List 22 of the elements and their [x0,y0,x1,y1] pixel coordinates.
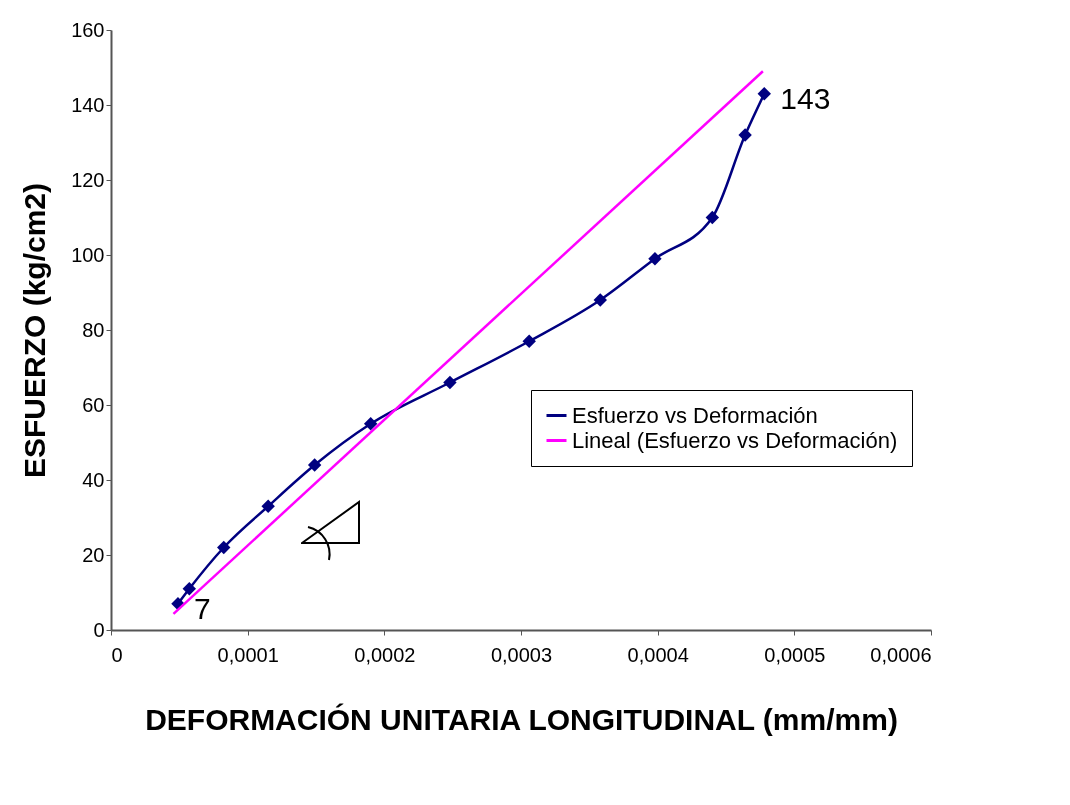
y-axis-title: ESFUERZO (kg/cm2) [18,182,52,479]
legend-label: Esfuerzo vs Deformación [572,402,818,428]
data-label: 7 [193,591,211,625]
y-tick-label: 80 [82,318,105,341]
y-tick-label: 160 [71,18,105,41]
y-tick-label: 100 [71,243,105,266]
x-tick-label: 0,0005 [764,643,826,666]
x-tick-label: 0,0003 [490,643,553,666]
y-tick-label: 40 [82,468,105,491]
y-tick-label: 140 [71,93,105,116]
legend-label: Lineal (Esfuerzo vs Deformación) [572,427,898,453]
data-label: 143 [780,81,831,115]
y-tick-label: 120 [71,168,105,191]
x-tick-label: 0,0001 [217,643,279,666]
x-tick-label: 0,0004 [627,643,689,666]
x-tick-label: 0 [111,643,123,666]
x-axis-title: DEFORMACIÓN UNITARIA LONGITUDINAL (mm/mm) [145,702,898,736]
y-tick-label: 60 [82,393,105,416]
y-tick-label: 0 [93,618,105,641]
x-tick-label: 0,0002 [354,643,416,666]
y-tick-label: 20 [82,543,105,566]
x-tick-label: 0,0006 [870,643,932,666]
